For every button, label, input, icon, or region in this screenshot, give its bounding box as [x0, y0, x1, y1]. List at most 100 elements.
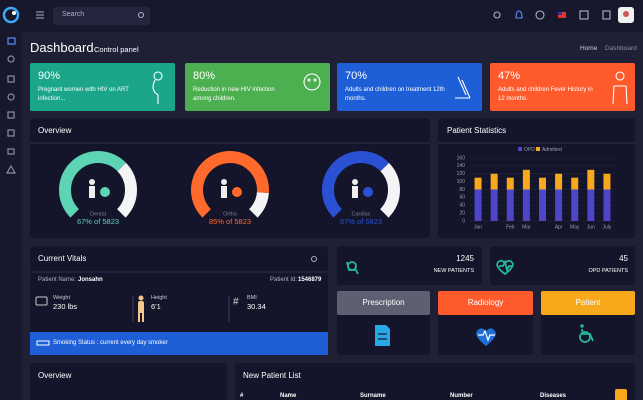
topbar-icons[interactable]	[137, 7, 635, 23]
card-text: Pregnant women with HIV on ART infection…	[38, 87, 129, 102]
x-tick-label: Jun	[587, 224, 595, 230]
field-value: 1546879	[298, 277, 322, 283]
x-tick-label: July	[602, 224, 611, 230]
bar-segment	[603, 189, 611, 221]
y-tick-label: 140	[457, 163, 466, 169]
bar-segment	[474, 189, 482, 221]
breadcrumb-home: Home	[580, 45, 598, 52]
legend-swatch	[536, 147, 540, 151]
x-tick-label: Jan	[474, 224, 482, 230]
bar-segment	[587, 189, 595, 221]
bar-segment	[571, 177, 579, 190]
bmi-icon: #	[233, 297, 239, 308]
y-tick-label: 40	[459, 203, 465, 209]
column-header: Number	[450, 393, 473, 399]
card-text: Adults and children on treatment 12th mo…	[345, 87, 445, 102]
stat-label: NEW PATIENTS	[433, 268, 474, 274]
bar-segment	[555, 173, 563, 190]
metric-label: BMI	[247, 295, 257, 301]
statistics-panel	[438, 118, 635, 238]
stat-value: 45	[619, 254, 628, 263]
bar-segment	[506, 177, 514, 190]
stat-value: 1245	[456, 254, 474, 263]
gauge-icon	[352, 179, 358, 185]
bar-segment	[603, 173, 611, 190]
y-tick-label: 160	[457, 155, 466, 161]
vitals-icons: #	[30, 256, 328, 346]
overview-panel	[30, 118, 430, 238]
info-card	[30, 63, 175, 111]
menu-button[interactable]	[615, 389, 627, 400]
column-header: #	[240, 393, 244, 399]
metric-value: 6'1	[151, 302, 161, 311]
bar-segment	[539, 177, 546, 190]
sidebar-icons	[5, 37, 17, 174]
search-box[interactable]	[53, 7, 150, 25]
card-value: 47%	[498, 70, 521, 82]
bar-segment	[474, 177, 482, 190]
bar-segment	[555, 189, 563, 221]
gauge-name: Cardiac	[352, 211, 371, 217]
bar-segment	[506, 189, 514, 221]
gauge-track	[116, 162, 137, 218]
page-title: Dashboard	[30, 40, 94, 55]
info-card	[337, 63, 482, 111]
metric-value: 230 lbs	[53, 302, 78, 311]
column-header: Diseases	[540, 393, 567, 399]
gauge-icon	[221, 179, 227, 185]
menu-icon[interactable]	[36, 11, 44, 19]
smoking-status: Smoking Status : current every day smoke…	[53, 340, 168, 346]
sidebar	[0, 0, 22, 400]
legend-label: OPD	[524, 147, 535, 153]
metric-label: Height	[151, 295, 167, 301]
gauge-icon	[89, 186, 95, 198]
metric-value: 30.34	[247, 302, 266, 311]
logo	[2, 6, 20, 24]
action-button[interactable]: Radiology	[438, 291, 533, 315]
action-button[interactable]: Prescription	[337, 291, 430, 315]
panel-title: Overview	[38, 126, 72, 135]
bar-segment	[571, 189, 579, 221]
bar-segment	[490, 189, 498, 221]
legend-swatch	[518, 147, 522, 151]
page-subtitle: Control panel	[94, 45, 139, 54]
field-value: Jonsahn	[78, 277, 103, 283]
y-tick-label: 120	[457, 171, 466, 177]
card-text: Adults and children Fever History in 12 …	[498, 87, 593, 102]
gauge-icon	[363, 187, 373, 197]
column-header: Name	[280, 393, 297, 399]
card-icons	[152, 71, 628, 105]
gauge-icon	[100, 187, 110, 197]
bar-segment	[522, 169, 530, 190]
y-tick-label: 0	[462, 218, 465, 224]
stat-panel	[490, 246, 635, 285]
bar-segment	[539, 189, 546, 221]
bar-segment	[522, 189, 530, 221]
stat-panel	[337, 246, 482, 285]
gauge-arc	[191, 151, 269, 218]
panel-title: Patient Statistics	[447, 126, 507, 135]
card-value: 70%	[345, 70, 368, 82]
panel-title: Current Vitals	[38, 254, 87, 263]
gauge-arc	[322, 151, 389, 218]
gauge-label: 67% of 5823	[77, 217, 119, 226]
bar-segment	[587, 169, 595, 190]
gauge-track	[379, 162, 400, 218]
field-label: Patient Name:	[38, 277, 77, 283]
y-tick-label: 20	[459, 210, 465, 216]
x-tick-label: Mar	[522, 224, 531, 230]
x-tick-label: May	[570, 224, 580, 230]
breadcrumb-current: Dashboard	[605, 45, 637, 52]
gauge-name: Ortho	[223, 211, 237, 217]
card-text: Reduction in new HIV infection among chi…	[193, 87, 275, 102]
smoking-bar	[30, 332, 328, 355]
gauge-arc	[59, 151, 126, 218]
bar-segment	[490, 173, 498, 190]
gauge-icon	[89, 179, 95, 185]
bottom-overview-panel	[30, 363, 227, 400]
action-button[interactable]: Patient	[541, 291, 635, 315]
info-card	[490, 63, 635, 111]
gauge-icon	[221, 186, 227, 198]
search-placeholder: Search	[62, 11, 85, 18]
